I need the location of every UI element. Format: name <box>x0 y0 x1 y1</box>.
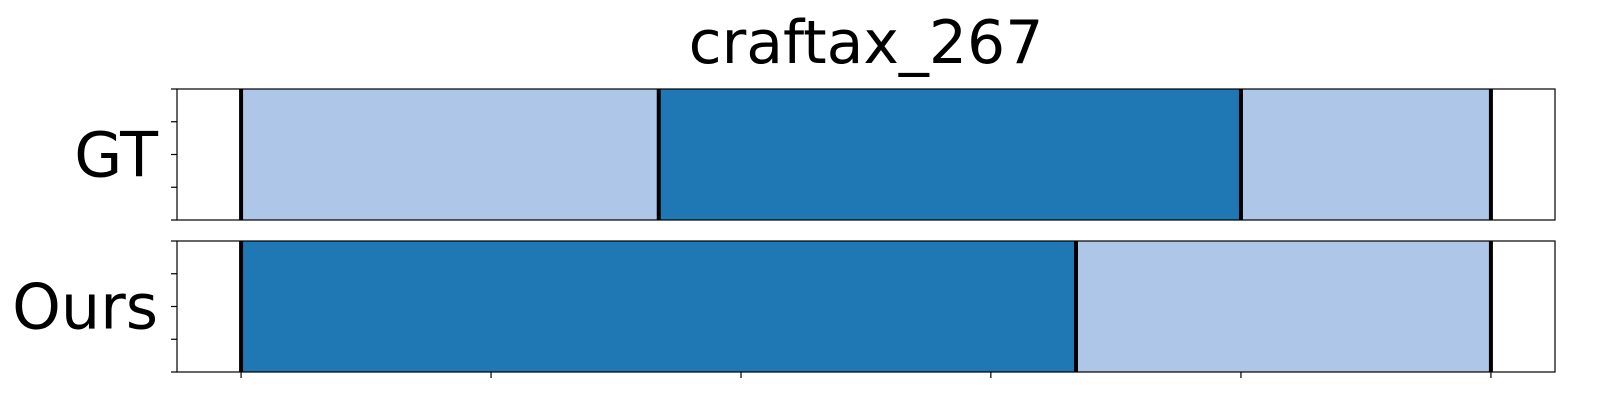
chart-title: craftax_267 <box>689 8 1044 78</box>
segment-ours-0 <box>241 241 1077 372</box>
row-label-ours: Ours <box>12 271 158 344</box>
segment-gt-0 <box>241 89 659 220</box>
segment-gt-2 <box>1240 89 1491 220</box>
row-label-gt: GT <box>74 119 159 192</box>
segment-gt-1 <box>658 89 1241 220</box>
segment-ours-1 <box>1076 241 1491 372</box>
